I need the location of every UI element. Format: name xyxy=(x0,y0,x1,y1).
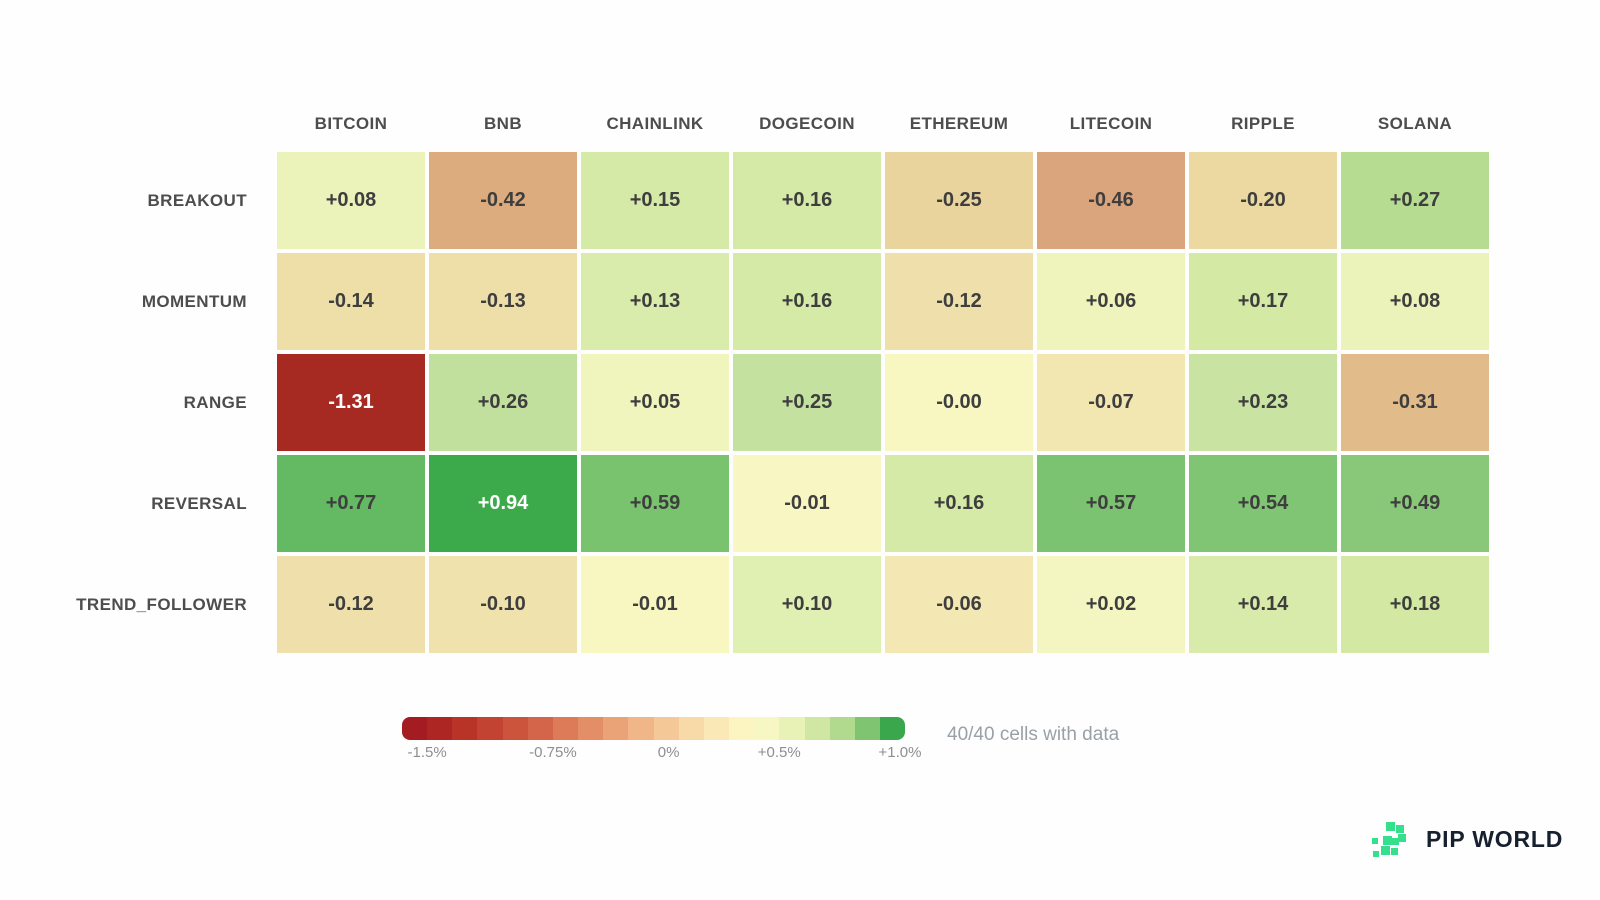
heatmap-cell-breakout-chainlink: +0.15 xyxy=(581,152,729,249)
heatmap-cell-momentum-litecoin: +0.06 xyxy=(1037,253,1185,350)
colorbar-segment-14 xyxy=(754,717,780,740)
pip-world-logo: PIP WORLD xyxy=(1368,816,1563,862)
heatmap-cell-range-bnb: +0.26 xyxy=(429,354,577,451)
colorbar-segment-11 xyxy=(678,717,704,740)
heatmap-cell-range-ripple: +0.23 xyxy=(1189,354,1337,451)
heatmap-cell-reversal-chainlink: +0.59 xyxy=(581,455,729,552)
row-header-momentum: MOMENTUM xyxy=(141,291,247,311)
heatmap-cell-momentum-ethereum: -0.12 xyxy=(885,253,1033,350)
column-header-dogecoin: DOGECOIN xyxy=(759,114,855,133)
colorbar-segment-19 xyxy=(879,717,905,740)
heatmap-cell-momentum-ripple: +0.17 xyxy=(1189,253,1337,350)
heatmap-cell-reversal-litecoin: +0.57 xyxy=(1037,455,1185,552)
heatmap: BITCOIN BNB CHAINLINK DOGECOIN ETHEREUM LITEC… xyxy=(0,100,1489,653)
pip-world-logo-icon xyxy=(1372,822,1406,857)
colorbar-segment-7 xyxy=(578,717,604,740)
colorbar-segment-13 xyxy=(729,717,755,740)
colorbar-segment-4 xyxy=(502,717,528,740)
heatmap-cell-breakout-bnb: -0.42 xyxy=(429,152,577,249)
heatmap-cell-momentum-bnb: -0.13 xyxy=(429,253,577,350)
colorbar-legend xyxy=(402,717,905,740)
heatmap-cell-trend_follower-ethereum: -0.06 xyxy=(885,556,1033,653)
colorbar-segment-10 xyxy=(653,717,679,740)
heatmap-cell-trend_follower-solana: +0.18 xyxy=(1341,556,1489,653)
colorbar-segment-9 xyxy=(628,717,654,740)
heatmap-cell-breakout-dogecoin: +0.16 xyxy=(733,152,881,249)
heatmap-cell-range-solana: -0.31 xyxy=(1341,354,1489,451)
heatmap-cell-trend_follower-bitcoin: -0.12 xyxy=(277,556,425,653)
heatmap-cell-reversal-ripple: +0.54 xyxy=(1189,455,1337,552)
heatmap-cell-range-chainlink: +0.05 xyxy=(581,354,729,451)
column-header-chainlink: CHAINLINK xyxy=(606,114,704,133)
column-header-bnb: BNB xyxy=(483,114,523,133)
colorbar-tick-+1.0%: +1.0% xyxy=(878,744,922,761)
heatmap-cell-range-bitcoin: -1.31 xyxy=(277,354,425,451)
colorbar-tick-0%: 0% xyxy=(657,744,680,761)
colorbar-segment-0 xyxy=(402,717,428,740)
heatmap-cell-trend_follower-dogecoin: +0.10 xyxy=(733,556,881,653)
colorbar-segment-17 xyxy=(829,717,855,740)
column-header-ripple: RIPPLE xyxy=(1231,114,1295,133)
colorbar-segment-12 xyxy=(703,717,730,740)
colorbar-segment-1 xyxy=(427,717,453,740)
heatmap-cell-range-ethereum: -0.00 xyxy=(885,354,1033,451)
pip-world-logo-text: PIP WORLD xyxy=(1426,825,1564,852)
colorbar-tick-+0.5%: +0.5% xyxy=(757,744,801,761)
column-header-litecoin: LITECOIN xyxy=(1069,114,1153,133)
colorbar-segment-16 xyxy=(804,717,830,740)
cells-with-data-status: 40/40 cells with data xyxy=(947,724,1120,745)
heatmap-cell-momentum-solana: +0.08 xyxy=(1341,253,1489,350)
heatmap-cell-trend_follower-ripple: +0.14 xyxy=(1189,556,1337,653)
heatmap-cell-reversal-ethereum: +0.16 xyxy=(885,455,1033,552)
heatmap-cell-breakout-bitcoin: +0.08 xyxy=(277,152,425,249)
colorbar-segment-18 xyxy=(854,717,880,740)
row-header-breakout: BREAKOUT xyxy=(147,190,247,210)
colorbar-segment-2 xyxy=(452,717,478,740)
row-header-trend_follower: TREND_FOLLOWER xyxy=(76,594,247,614)
row-header-reversal: REVERSAL xyxy=(151,493,247,513)
heatmap-cell-trend_follower-litecoin: +0.02 xyxy=(1037,556,1185,653)
heatmap-corner-spacer xyxy=(0,100,273,148)
colorbar-segment-5 xyxy=(527,717,553,740)
heatmap-cell-momentum-bitcoin: -0.14 xyxy=(277,253,425,350)
colorbar-segment-15 xyxy=(779,717,805,740)
heatmap-cell-reversal-dogecoin: -0.01 xyxy=(733,455,881,552)
row-header-range: RANGE xyxy=(183,392,247,412)
heatmap-cell-breakout-ripple: -0.20 xyxy=(1189,152,1337,249)
column-header-ethereum: ETHEREUM xyxy=(909,114,1009,133)
heatmap-cell-reversal-bitcoin: +0.77 xyxy=(277,455,425,552)
heatmap-cell-trend_follower-bnb: -0.10 xyxy=(429,556,577,653)
heatmap-cell-breakout-litecoin: -0.46 xyxy=(1037,152,1185,249)
heatmap-cell-breakout-ethereum: -0.25 xyxy=(885,152,1033,249)
column-header-solana: SOLANA xyxy=(1377,114,1453,133)
colorbar-segment-6 xyxy=(552,717,579,740)
colorbar-tick--1.5%: -1.5% xyxy=(407,744,447,761)
heatmap-cell-momentum-chainlink: +0.13 xyxy=(581,253,729,350)
heatmap-cell-range-dogecoin: +0.25 xyxy=(733,354,881,451)
heatmap-cell-momentum-dogecoin: +0.16 xyxy=(733,253,881,350)
colorbar-tick--0.75%: -0.75% xyxy=(529,744,577,761)
heatmap-cell-reversal-solana: +0.49 xyxy=(1341,455,1489,552)
heatmap-cell-range-litecoin: -0.07 xyxy=(1037,354,1185,451)
colorbar-segment-8 xyxy=(603,717,629,740)
heatmap-cell-trend_follower-chainlink: -0.01 xyxy=(581,556,729,653)
column-header-bitcoin: BITCOIN xyxy=(314,114,388,133)
heatmap-cell-reversal-bnb: +0.94 xyxy=(429,455,577,552)
heatmap-cell-breakout-solana: +0.27 xyxy=(1341,152,1489,249)
colorbar-segment-3 xyxy=(477,717,503,740)
